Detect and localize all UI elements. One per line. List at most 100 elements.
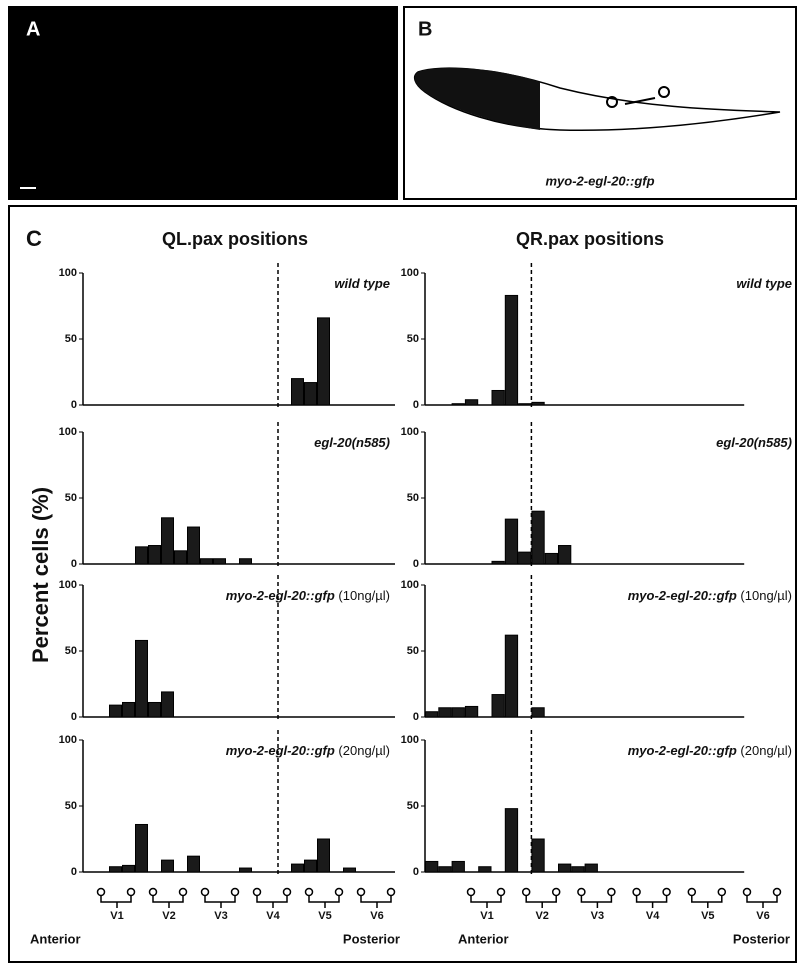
seam-cell-nucleus <box>282 887 292 897</box>
y-tick-label: 100 <box>401 579 419 591</box>
bar <box>464 705 479 718</box>
y-tick-label: 0 <box>71 866 77 878</box>
bar <box>531 707 545 718</box>
seam-cell-nucleus <box>178 887 188 897</box>
bar <box>135 639 148 718</box>
y-tick-label: 50 <box>65 645 77 657</box>
chart-title-genotype: myo-2-egl-20::gfp <box>628 743 737 758</box>
chart-title-dose: (10ng/µl) <box>740 588 792 603</box>
bar <box>491 694 505 718</box>
y-tick-label: 0 <box>71 558 77 570</box>
y-tick-label: 50 <box>65 800 77 812</box>
seam-cell-nucleus <box>148 887 158 897</box>
seam-cell-icon <box>360 896 392 908</box>
bar <box>122 864 135 873</box>
column-title: QR.pax positions <box>516 229 664 249</box>
bar <box>187 526 200 565</box>
seam-cell-nucleus <box>607 887 616 897</box>
bar <box>161 691 174 718</box>
seam-cell-nucleus <box>230 887 240 897</box>
seam-cell-nucleus <box>662 887 671 897</box>
panel-label: C <box>26 226 42 251</box>
seam-cell-nucleus <box>742 887 752 897</box>
bar <box>451 403 465 406</box>
bar <box>558 545 572 565</box>
seam-cell-icon <box>204 896 236 908</box>
posterior-label: Posterior <box>343 931 400 946</box>
seam-cell-icon <box>308 896 340 908</box>
chart-title: myo-2-egl-20::gfp (10ng/µl) <box>628 588 792 603</box>
bar <box>438 707 452 718</box>
bar <box>135 546 148 565</box>
x-position-label: V1 <box>110 910 123 922</box>
x-position-label: V6 <box>370 910 383 922</box>
seam-cell-nucleus <box>126 887 136 897</box>
y-tick-label: 0 <box>413 866 419 878</box>
bar <box>135 823 148 873</box>
y-tick-label: 100 <box>59 267 77 279</box>
seam-cell-nucleus <box>466 887 476 897</box>
seam-cell-nucleus <box>717 887 727 897</box>
bar <box>504 808 519 873</box>
bar <box>478 866 492 873</box>
y-tick-label: 100 <box>59 426 77 438</box>
y-tick-label: 0 <box>71 711 77 723</box>
y-tick-label: 50 <box>407 800 419 812</box>
bar <box>584 863 598 873</box>
chart-title-dose: (20ng/µl) <box>338 743 390 758</box>
chart-title: myo-2-egl-20::gfp (20ng/µl) <box>628 743 792 758</box>
bar <box>531 401 545 406</box>
x-position-label: V5 <box>701 910 714 922</box>
y-tick-label: 100 <box>401 734 419 746</box>
bar <box>239 867 252 873</box>
x-position-label: V1 <box>480 910 493 922</box>
chart-title-genotype: egl-20(n585) <box>716 435 792 450</box>
y-tick-label: 50 <box>407 492 419 504</box>
bar <box>148 545 161 565</box>
bar <box>438 866 452 873</box>
seam-cell-nucleus <box>386 887 396 897</box>
chart-title-genotype: myo-2-egl-20::gfp <box>226 743 335 758</box>
y-tick-label: 50 <box>407 645 419 657</box>
chart-title-genotype: egl-20(n585) <box>314 435 390 450</box>
panel-label: B <box>418 18 432 40</box>
y-tick-label: 50 <box>407 333 419 345</box>
bar <box>518 403 532 406</box>
bar <box>451 707 465 718</box>
bar <box>213 558 226 565</box>
seam-cell-nucleus <box>96 887 106 897</box>
bar <box>464 399 479 406</box>
chart-title: myo-2-egl-20::gfp (20ng/µl) <box>226 743 390 758</box>
chart-title: myo-2-egl-20::gfp (10ng/µl) <box>226 588 390 603</box>
bar <box>571 866 585 873</box>
bar <box>109 704 122 718</box>
seam-cell-nucleus <box>551 887 561 897</box>
seam-cell-icon <box>525 896 557 908</box>
seam-cell-icon <box>691 896 723 908</box>
bar <box>425 711 439 718</box>
bar <box>148 701 161 718</box>
y-tick-label: 100 <box>59 579 77 591</box>
column-title: QL.pax positions <box>162 229 308 249</box>
chart-title: egl-20(n585) <box>314 435 390 450</box>
seam-cell-nucleus <box>304 887 314 897</box>
bar <box>200 558 213 565</box>
x-position-label: V2 <box>535 910 548 922</box>
seam-cell-nucleus <box>687 887 697 897</box>
panel-c-frame <box>8 205 797 963</box>
bar <box>109 866 122 873</box>
seam-cell-nucleus <box>521 887 531 897</box>
x-position-label: V4 <box>646 910 660 922</box>
worm-pharynx <box>414 67 540 130</box>
chart-title-dose: (10ng/µl) <box>338 588 390 603</box>
bar <box>174 550 187 565</box>
seam-cell-nucleus <box>334 887 344 897</box>
diagram-caption: myo-2-egl-20::gfp <box>545 173 654 188</box>
bar <box>491 560 505 565</box>
seam-cell-icon <box>580 896 613 908</box>
seam-cell-nucleus <box>772 887 782 897</box>
seam-cell-nucleus <box>252 887 262 897</box>
bar <box>531 510 545 565</box>
bar <box>343 867 356 873</box>
